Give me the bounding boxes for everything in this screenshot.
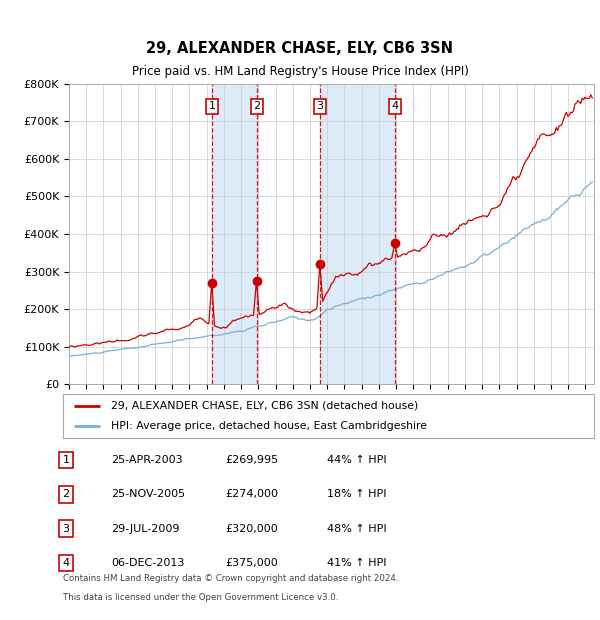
Bar — [212, 84, 257, 384]
Text: Price paid vs. HM Land Registry's House Price Index (HPI): Price paid vs. HM Land Registry's House … — [131, 64, 469, 78]
Text: 48% ↑ HPI: 48% ↑ HPI — [327, 523, 386, 534]
Text: 25-NOV-2005: 25-NOV-2005 — [111, 489, 185, 500]
Bar — [320, 84, 395, 384]
Text: 1: 1 — [209, 101, 215, 111]
Text: 29, ALEXANDER CHASE, ELY, CB6 3SN (detached house): 29, ALEXANDER CHASE, ELY, CB6 3SN (detac… — [111, 401, 418, 411]
Text: 3: 3 — [62, 523, 70, 534]
Text: HPI: Average price, detached house, East Cambridgeshire: HPI: Average price, detached house, East… — [111, 421, 427, 432]
Text: 06-DEC-2013: 06-DEC-2013 — [111, 557, 184, 568]
Text: £274,000: £274,000 — [225, 489, 278, 500]
Text: 4: 4 — [62, 557, 70, 568]
Text: £320,000: £320,000 — [225, 523, 278, 534]
Text: 25-APR-2003: 25-APR-2003 — [111, 455, 182, 466]
Text: 44% ↑ HPI: 44% ↑ HPI — [327, 455, 386, 466]
Text: 29-JUL-2009: 29-JUL-2009 — [111, 523, 179, 534]
Text: 2: 2 — [62, 489, 70, 500]
Text: 3: 3 — [316, 101, 323, 111]
Text: 29, ALEXANDER CHASE, ELY, CB6 3SN: 29, ALEXANDER CHASE, ELY, CB6 3SN — [146, 41, 454, 56]
Text: £375,000: £375,000 — [225, 557, 278, 568]
Text: 18% ↑ HPI: 18% ↑ HPI — [327, 489, 386, 500]
Text: 2: 2 — [253, 101, 260, 111]
Text: This data is licensed under the Open Government Licence v3.0.: This data is licensed under the Open Gov… — [63, 593, 338, 602]
Text: £269,995: £269,995 — [225, 455, 278, 466]
Text: 1: 1 — [62, 455, 70, 466]
Text: 4: 4 — [391, 101, 398, 111]
Text: Contains HM Land Registry data © Crown copyright and database right 2024.: Contains HM Land Registry data © Crown c… — [63, 574, 398, 583]
Text: 41% ↑ HPI: 41% ↑ HPI — [327, 557, 386, 568]
